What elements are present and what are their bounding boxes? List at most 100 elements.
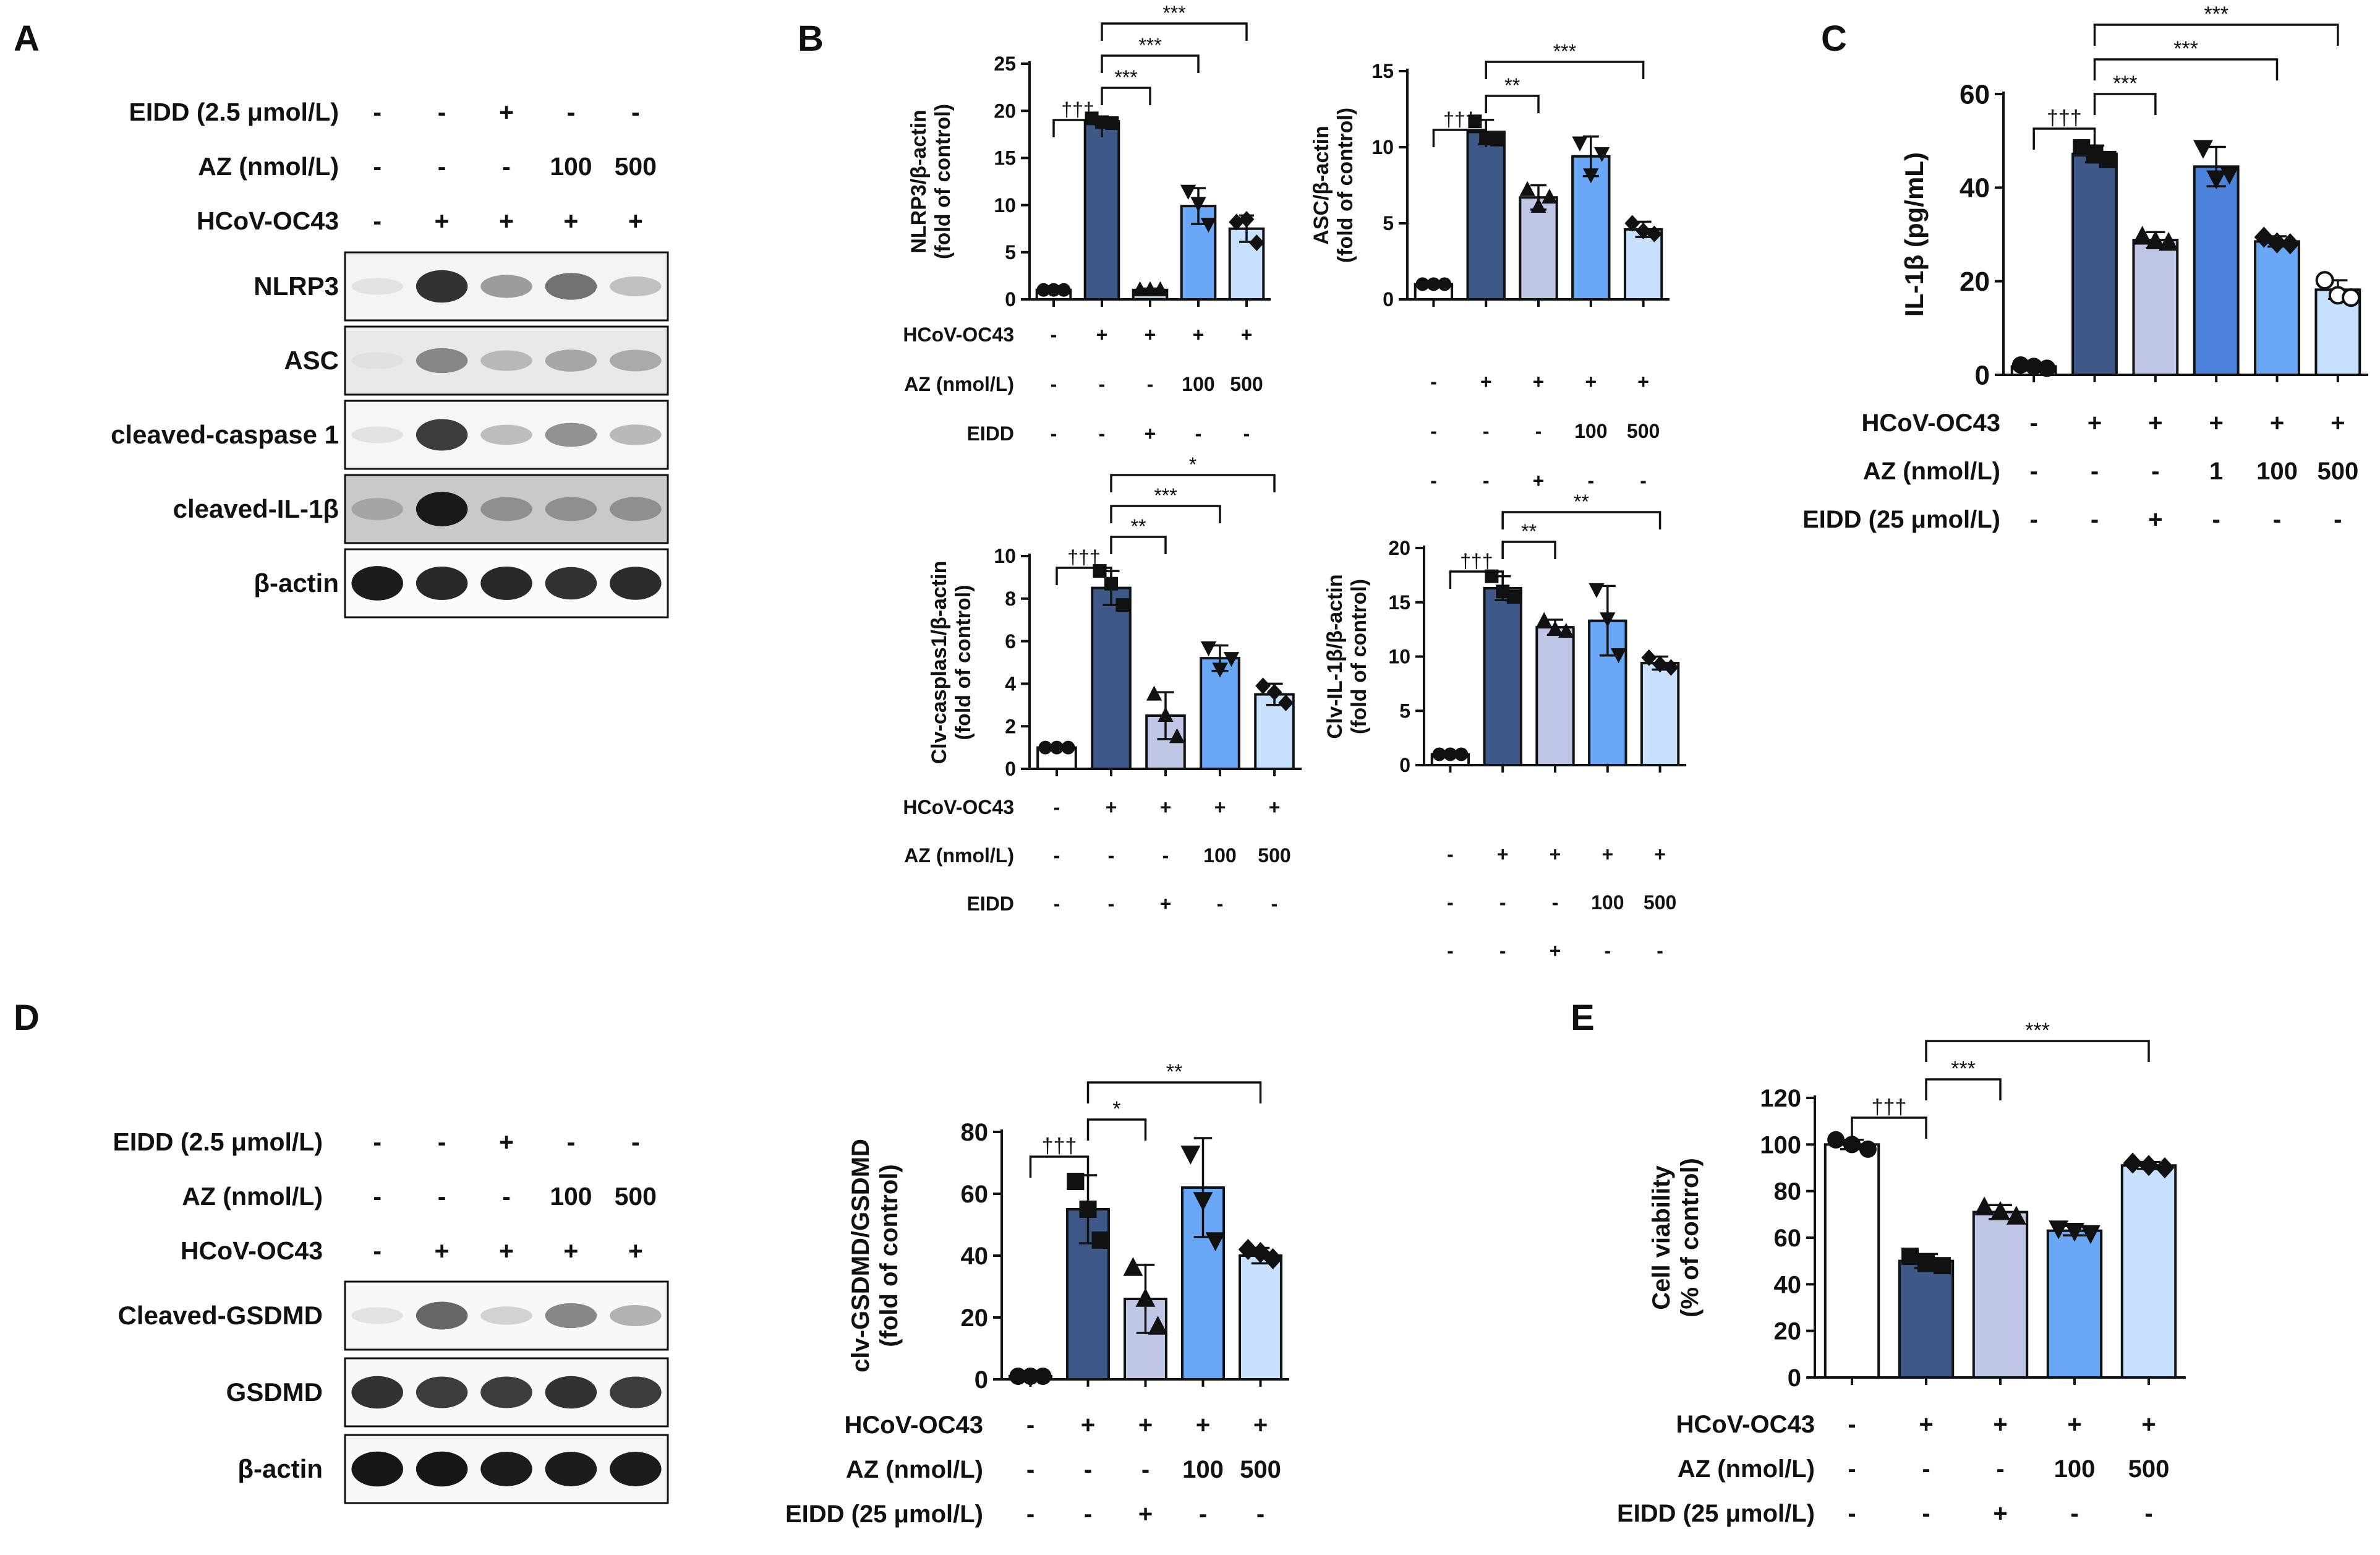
condition-value: + (1533, 371, 1545, 393)
y-tick-label: 15 (994, 147, 1016, 169)
blot-band (416, 419, 468, 451)
blot-condition-label: HCoV-OC43 (181, 1236, 323, 1265)
blot-band (351, 1307, 403, 1324)
condition-value: + (2331, 409, 2345, 437)
blot-band (545, 422, 597, 447)
condition-value: + (1096, 323, 1108, 346)
condition-value: - (1483, 469, 1490, 492)
y-tick-label: 0 (1399, 754, 1410, 776)
y-tick-label: 0 (1788, 1364, 1801, 1392)
condition-value: - (1848, 1500, 1856, 1527)
significance-bracket (2093, 58, 2279, 80)
bar (2193, 165, 2240, 376)
blot-band (610, 567, 662, 600)
blot-band (416, 1301, 468, 1330)
condition-value: + (1585, 371, 1597, 393)
y-tick-label: 60 (1960, 79, 1990, 109)
panel-letter-d: D (14, 998, 40, 1038)
condition-label: AZ (nmol/L) (904, 844, 1014, 867)
blot-band (416, 566, 468, 601)
data-point (1278, 694, 1294, 711)
condition-value: - (1848, 1455, 1856, 1483)
bar (1483, 586, 1522, 766)
blot-band (351, 1451, 403, 1487)
significance-label: ** (1574, 490, 1589, 513)
condition-value: - (1217, 893, 1224, 915)
condition-label: EIDD (967, 893, 1014, 915)
significance-bracket (1086, 1081, 1262, 1103)
blot-band (480, 1452, 532, 1486)
condition-value: + (1480, 371, 1492, 393)
significance-bracket (2093, 24, 2339, 46)
bar (2254, 240, 2300, 376)
significance-label: ††† (1061, 98, 1094, 121)
panel-letter-b: B (798, 19, 824, 59)
data-point (1146, 685, 1162, 701)
significance-bracket (1056, 567, 1112, 585)
significance-bracket (1501, 541, 1556, 559)
significance-bracket (2093, 93, 2157, 115)
data-point (1530, 197, 1546, 213)
condition-value: - (2091, 458, 2099, 485)
condition-value: - (1447, 940, 1454, 962)
data-point (1542, 189, 1558, 204)
significance-label: *** (2204, 2, 2229, 26)
data-point (2038, 359, 2056, 377)
significance-bracket (1449, 570, 1504, 589)
condition-value: - (1051, 422, 1057, 445)
bar (1254, 693, 1295, 770)
blot-condition-value: - (567, 98, 576, 126)
y-axis-label-sub: (fold of control) (952, 585, 975, 740)
y-tick-label: 100 (1760, 1131, 1801, 1159)
bar (1898, 1259, 1955, 1379)
condition-value: + (1497, 843, 1509, 865)
panel-letter-a: A (14, 19, 40, 59)
data-point (1255, 677, 1271, 695)
condition-value: - (1587, 469, 1594, 492)
y-tick-label: 0 (975, 1366, 988, 1394)
blot-row-label: cleaved-caspase 1 (111, 420, 339, 449)
condition-value: + (1241, 323, 1253, 346)
condition-value: 500 (1258, 844, 1290, 867)
blot-condition-value: - (438, 1182, 446, 1210)
condition-value: + (1145, 422, 1156, 445)
blot-band (480, 350, 532, 371)
data-point (1061, 740, 1075, 755)
data-point (1193, 1192, 1213, 1211)
blot-condition-value: - (567, 1128, 576, 1156)
blot-condition-label: EIDD (2.5 μmol/L) (129, 98, 339, 126)
data-point (1205, 1232, 1226, 1251)
bar (1091, 586, 1132, 770)
condition-value: - (1026, 1501, 1034, 1528)
significance-label: *** (1114, 66, 1137, 88)
significance-bracket (1485, 61, 1645, 79)
bar (2046, 1229, 2103, 1379)
significance-label: *** (1951, 1057, 1976, 1081)
condition-value: + (1138, 1411, 1153, 1439)
data-point (1641, 649, 1657, 666)
y-axis-label: Clv-casplas1/β-actin (928, 561, 951, 765)
blot-band (545, 1376, 597, 1409)
data-point (1589, 583, 1605, 598)
y-tick-label: 0 (1383, 288, 1394, 311)
condition-label: EIDD (25 μmol/L) (1802, 506, 2000, 533)
y-tick-label: 120 (1760, 1085, 1801, 1112)
blot-condition-value: - (373, 207, 382, 235)
condition-value: - (1430, 420, 1437, 442)
condition-value: - (1430, 469, 1437, 492)
chart-cleaved-gsdmd: 0 20 40 60 80 clv-GSDMD/GSDMD (fold of control… (785, 1060, 1289, 1528)
y-axis-label: clv-GSDMD/GSDMD (847, 1139, 874, 1373)
blot-condition-value: - (373, 1236, 382, 1265)
data-point (1827, 1131, 1845, 1149)
y-axis-label-sub: (fold of control) (876, 1164, 903, 1347)
condition-value: + (2148, 409, 2162, 437)
y-tick-label: 5 (1005, 241, 1016, 263)
condition-value: - (2144, 1500, 2152, 1527)
condition-value: + (1106, 796, 1117, 818)
significance-bracket (1110, 474, 1276, 492)
blot-condition-value: - (373, 152, 382, 181)
blot-row-label: ASC (284, 346, 339, 375)
condition-label: HCoV-OC43 (903, 796, 1014, 818)
blot-condition-value: 100 (550, 152, 592, 181)
